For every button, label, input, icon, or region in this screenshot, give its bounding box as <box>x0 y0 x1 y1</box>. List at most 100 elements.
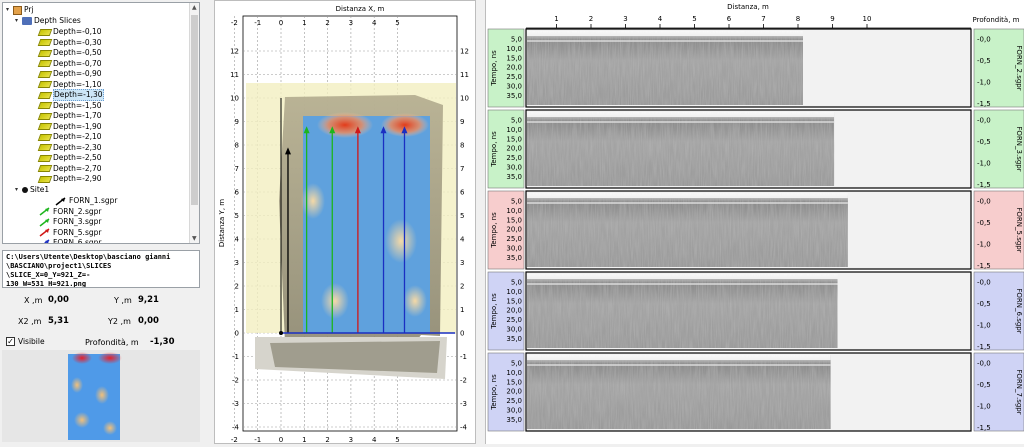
tree-slice-item[interactable]: Depth=-0,50 <box>37 48 102 58</box>
time-tick: 5,0 <box>511 117 522 125</box>
tree-depth-slices-folder[interactable]: ▾ Depth Slices <box>15 16 81 25</box>
map-y-tick-right: 3 <box>460 259 464 267</box>
tree-root[interactable]: ▾ Prj <box>6 5 34 15</box>
map-y-tick-right: 7 <box>460 165 464 173</box>
scroll-up-icon[interactable]: ▲ <box>192 4 197 11</box>
depth-tick: -0,0 <box>977 198 991 206</box>
map-y-tick-right: -3 <box>460 400 467 408</box>
collapse-icon[interactable]: ▾ <box>15 17 19 24</box>
x-label: X ,m <box>24 296 43 305</box>
tree-slice-item[interactable]: Depth=-2,50 <box>37 153 102 163</box>
map-y-tick-left: 4 <box>235 236 240 244</box>
time-axis-label: Tempo, ns <box>490 212 498 249</box>
radargram-texture <box>527 355 831 429</box>
slice-label: Depth=-2,10 <box>53 132 102 141</box>
time-tick: 25,0 <box>506 235 522 243</box>
radar-panel[interactable]: Tempo, ns 5,010,015,0 20,025,0 30,035,0 -0,0… <box>487 352 1024 432</box>
depth-axis-strip <box>973 271 1024 351</box>
map-x-tick-bottom: 2 <box>325 436 329 444</box>
map-y-tick-left: 3 <box>235 259 239 267</box>
tree-slice-item[interactable]: Depth=-0,70 <box>37 58 102 69</box>
map-x-tick-bottom: -1 <box>254 436 261 444</box>
depth-tick: -1,5 <box>977 343 991 351</box>
radargram-view[interactable]: Distanza, m Profondità, m 1 2 3 4 5 6 7 8 9 10 Te… <box>485 0 1024 444</box>
tree-profile-item[interactable]: FORN_3.sgpr <box>39 217 101 227</box>
map-y-tick-left: 8 <box>235 142 239 150</box>
depth-tick: -1,5 <box>977 262 991 270</box>
map-y-tick-right: 6 <box>460 189 465 197</box>
radar-panel[interactable]: Tempo, ns 5,010,015,0 20,025,0 30,035,0 -0,0… <box>487 271 1024 351</box>
tree-profile-item[interactable]: FORN_6.sgpr <box>39 238 101 243</box>
visible-checkbox[interactable]: ✓ Visibile <box>6 337 45 346</box>
time-tick: 30,0 <box>506 245 522 253</box>
scroll-down-icon[interactable]: ▼ <box>192 235 197 242</box>
map-y-tick-left: 1 <box>235 306 239 314</box>
slice-label: Depth=-0,10 <box>53 27 102 36</box>
tree-slice-item[interactable]: Depth=-0,10 <box>37 27 102 37</box>
panel-filename: FORN_3.sgpr <box>1015 126 1023 171</box>
map-y-tick-left: -1 <box>232 353 239 361</box>
tree-slice-item[interactable]: Depth=-2,90 <box>37 174 102 184</box>
radar-panel[interactable]: Tempo, ns 5,010,015,0 20,025,0 30,035,0 -0,0… <box>487 190 1024 270</box>
radar-x-tick: 3 <box>623 15 627 23</box>
map-y-tick-left: 12 <box>230 48 239 56</box>
profile-arrow-icon <box>55 196 66 206</box>
slice-label: Depth=-1,90 <box>53 121 102 131</box>
tree-slice-item[interactable]: Depth=-2,30 <box>37 143 102 153</box>
time-tick: 15,0 <box>506 216 522 224</box>
map-y-tick-left: 10 <box>230 95 239 103</box>
tree-slice-item[interactable]: Depth=-1,90 <box>37 121 102 132</box>
tree-slice-item[interactable]: Depth=-1,70 <box>37 111 102 121</box>
tree-slice-item[interactable]: Depth=-2,10 <box>37 132 102 142</box>
profile-label: FORN_1.sgpr <box>69 196 118 205</box>
tree-slice-item[interactable]: Depth=-1,50 <box>37 101 102 111</box>
tree-slice-item[interactable]: Depth=-2,70 <box>37 164 102 174</box>
map-y-tick-right: -4 <box>460 424 468 432</box>
depth-axis-strip <box>973 109 1024 189</box>
project-tree[interactable]: ▾ Prj ▾ Depth Slices Depth=-0,10 Depth=-0… <box>2 2 200 244</box>
tree-slice-item[interactable]: Depth=-1,30 <box>37 89 104 101</box>
radar-x-tick: 10 <box>863 15 872 23</box>
map-y-tick-right: 12 <box>460 48 469 56</box>
tree-site[interactable]: ▾ Site1 <box>15 185 50 194</box>
tree-slice-item[interactable]: Depth=-1,10 <box>37 80 102 90</box>
depth-tick: -0,5 <box>977 300 991 308</box>
visible-label: Visibile <box>18 337 45 346</box>
tree-slice-item[interactable]: Depth=-0,30 <box>37 38 102 48</box>
map-x-tick-bottom: 0 <box>279 436 283 444</box>
tree-profile-item[interactable]: FORN_1.sgpr <box>55 196 117 206</box>
scrollbar-thumb[interactable] <box>191 15 198 205</box>
tree-profile-item[interactable]: FORN_5.sgpr <box>39 228 101 238</box>
collapse-icon[interactable]: ▾ <box>6 6 10 13</box>
slice-icon <box>37 39 53 46</box>
time-tick: 10,0 <box>506 126 522 134</box>
slice-label: Depth=-0,90 <box>53 69 102 78</box>
checkbox-box[interactable]: ✓ <box>6 337 15 346</box>
y-value: 9,21 <box>138 295 159 305</box>
tree-scrollbar[interactable]: ▲ ▼ <box>189 3 199 243</box>
collapse-icon[interactable]: ▾ <box>15 186 19 193</box>
radargram-panels[interactable]: Distanza, m Profondità, m 1 2 3 4 5 6 7 8 9 10 Te… <box>486 0 1024 444</box>
radar-x-tick: 2 <box>589 15 593 23</box>
map-y-tick-right: 9 <box>460 118 464 126</box>
tree-profile-item[interactable]: FORN_2.sgpr <box>39 207 101 217</box>
map-plot[interactable]: Distanza X, m Distanza Y, m -2-2-1-10011… <box>215 1 477 445</box>
slice-label: Depth=-0,70 <box>53 58 102 68</box>
x-value: 0,00 <box>48 295 69 305</box>
time-axis-strip <box>487 271 525 351</box>
panel-filename: FORN_7.sgpr <box>1015 369 1023 414</box>
tree-slice-item[interactable]: Depth=-0,90 <box>37 69 102 79</box>
radar-x-tick: 8 <box>796 15 800 23</box>
slice-icon <box>37 165 53 172</box>
map-x-tick-top: 2 <box>325 19 329 27</box>
map-y-tick-right: 11 <box>460 71 469 79</box>
map-view[interactable]: Distanza X, m Distanza Y, m -2 -2 -1 -1 0 0 1 1… <box>214 0 476 444</box>
depth-value: -1,30 <box>150 337 175 347</box>
time-tick: 20,0 <box>506 226 522 234</box>
time-tick: 5,0 <box>511 279 522 287</box>
radargram-texture <box>527 112 835 186</box>
map-y-tick-right: 10 <box>460 95 469 103</box>
time-tick: 5,0 <box>511 36 522 44</box>
radar-panel[interactable]: Tempo, ns 5,010,015,0 20,025,0 30,035,0 -0,0… <box>487 28 1024 108</box>
radar-panel[interactable]: Tempo, ns 5,010,015,0 20,025,0 30,035,0 -0,0… <box>487 109 1024 189</box>
